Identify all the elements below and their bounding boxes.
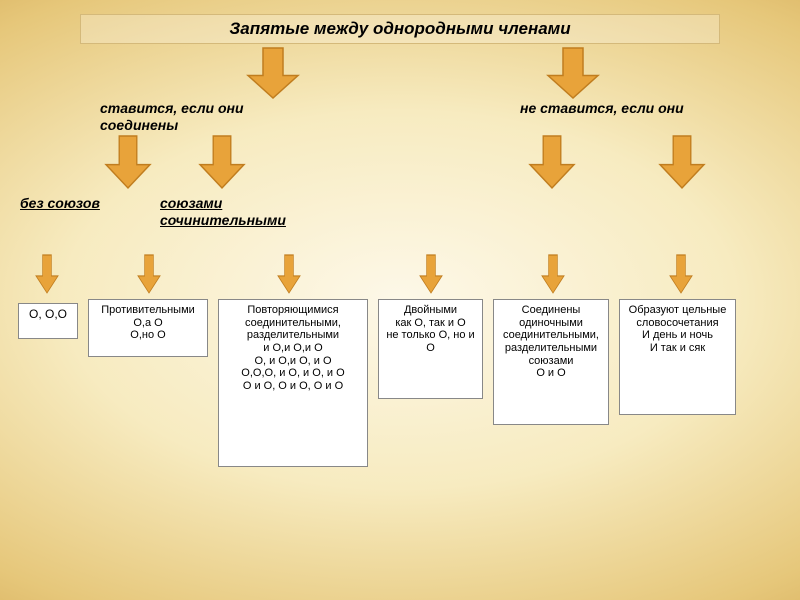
sub-right-label: союзами сочинительными xyxy=(160,195,330,229)
arrow-icon xyxy=(542,255,564,293)
branch-right-label: не ставится, если они xyxy=(520,100,740,117)
arrow-icon xyxy=(530,136,574,188)
page-title: Запятые между однородными членами xyxy=(80,14,720,44)
branch-left-label: ставится, если они соединены xyxy=(100,100,320,134)
leaf-box-2: Повторяющимися соединительными, разделит… xyxy=(218,299,368,467)
arrow-icon xyxy=(200,136,244,188)
leaf-box-0: О, О,О xyxy=(18,303,78,339)
arrow-icon xyxy=(106,136,150,188)
arrow-icon xyxy=(548,48,598,98)
arrow-icon xyxy=(670,255,692,293)
arrow-icon xyxy=(420,255,442,293)
leaf-box-3: Двойнымикак О, так и Оне только О, но и … xyxy=(378,299,483,399)
arrow-icon xyxy=(278,255,300,293)
arrow-icon xyxy=(660,136,704,188)
arrow-icon xyxy=(138,255,160,293)
title-text: Запятые между однородными членами xyxy=(229,19,570,38)
leaf-box-5: Образуют цельные словосочетанияИ день и … xyxy=(619,299,736,415)
sub-left-label: без союзов xyxy=(20,195,120,212)
arrow-icon xyxy=(248,48,298,98)
leaf-box-4: Соединены одиночными соединительными, ра… xyxy=(493,299,609,425)
leaf-box-1: ПротивительнымиО,а ОО,но О xyxy=(88,299,208,357)
arrow-icon xyxy=(36,255,58,293)
